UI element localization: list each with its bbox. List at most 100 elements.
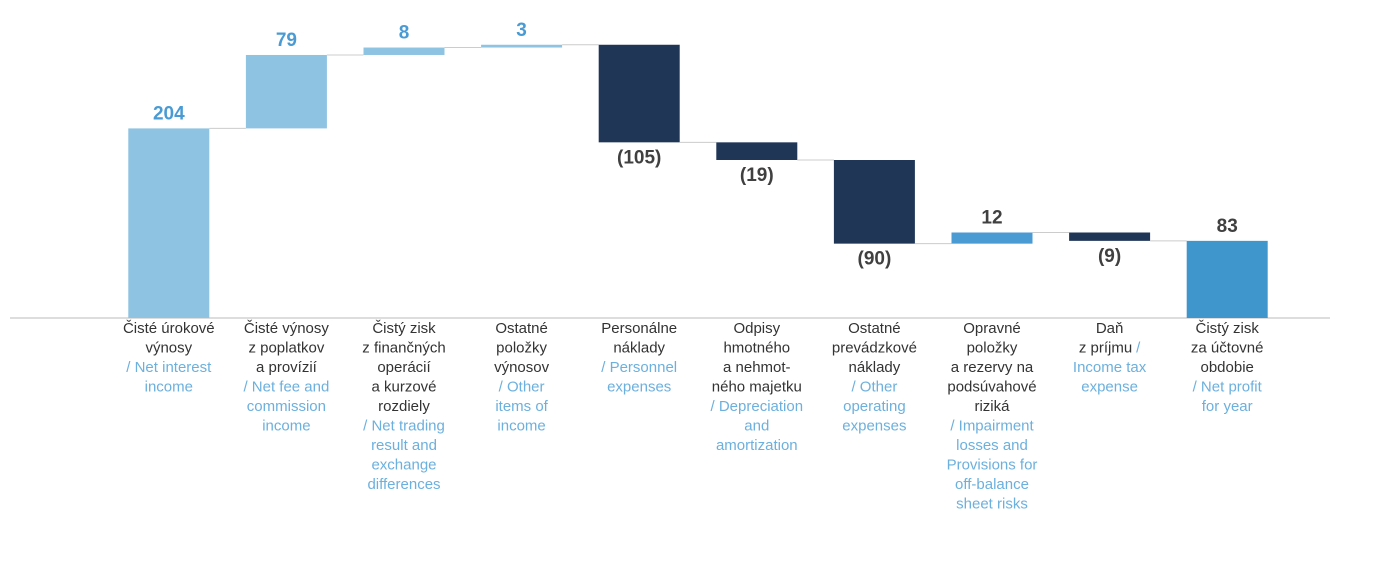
label-en: differences: [367, 476, 440, 493]
category-label: z poplatkov: [248, 340, 324, 357]
label-sk: podsúvahové: [947, 379, 1036, 396]
bar: [245, 54, 327, 129]
category-label: Personálne: [601, 320, 677, 337]
category-label: losses and: [956, 437, 1028, 454]
label-sk: operácií: [377, 359, 431, 376]
bar: [128, 128, 210, 318]
category-label: prevádzkové: [832, 340, 917, 357]
label-en: / Net trading: [363, 418, 445, 435]
label-en: sheet risks: [956, 496, 1028, 513]
value-label: (19): [740, 165, 774, 186]
category-label: rozdiely: [378, 398, 430, 415]
category-label: a rezervy na: [951, 359, 1034, 376]
category-label: / Impairment: [950, 418, 1034, 435]
category-label: / Net fee and: [243, 379, 329, 396]
label-sk: Daň: [1096, 320, 1124, 337]
category-label: a nehmot-: [723, 359, 791, 376]
value-label: 204: [153, 103, 185, 124]
label-sk: výnosov: [494, 359, 550, 376]
category-label: expenses: [607, 379, 671, 396]
category-label: náklady: [613, 340, 665, 357]
label-sk: Opravné: [963, 320, 1021, 337]
label-en: / Net fee and: [243, 379, 329, 396]
label-en: / Net profit: [1193, 379, 1263, 396]
label-en: / Depreciation: [711, 398, 804, 415]
category-label: income: [145, 379, 193, 396]
label-en: expense: [1081, 379, 1138, 396]
label-en: income: [145, 379, 193, 396]
label-sk: prevádzkové: [832, 340, 917, 357]
category-label: hmotného: [723, 340, 790, 357]
category-label: a provízií: [256, 359, 318, 376]
label-sk: náklady: [613, 340, 665, 357]
value-label: (9): [1098, 246, 1121, 267]
label-sk: náklady: [849, 359, 901, 376]
label-sk: Personálne: [601, 320, 677, 337]
category-label: result and: [371, 437, 437, 454]
label-sk: a nehmot-: [723, 359, 791, 376]
value-label: 3: [516, 20, 527, 41]
label-sk: a provízií: [256, 359, 318, 376]
category-label: operating: [843, 398, 906, 415]
category-label: amortization: [716, 437, 798, 454]
category-label: exchange: [371, 457, 436, 474]
category-label: položky: [967, 340, 1018, 357]
category-label: commission: [247, 398, 326, 415]
category-label: Odpisy: [733, 320, 780, 337]
category-label: z príjmu /: [1079, 340, 1141, 357]
label-en: / Other: [851, 379, 897, 396]
category-label: položky: [496, 340, 547, 357]
label-en: expenses: [842, 418, 906, 435]
category-label: and: [744, 418, 769, 435]
label-en: items of: [495, 398, 548, 415]
category-label: Ostatné: [848, 320, 901, 337]
label-en: income: [262, 418, 310, 435]
category-label: Provisions for: [947, 457, 1038, 474]
label-sk: hmotného: [723, 340, 790, 357]
label-sk: z príjmu: [1079, 340, 1132, 357]
category-label: Opravné: [963, 320, 1021, 337]
label-sk: z poplatkov: [248, 340, 324, 357]
category-label: obdobie: [1201, 359, 1254, 376]
label-en: amortization: [716, 437, 798, 454]
label-en: expenses: [607, 379, 671, 396]
category-label: income: [497, 418, 545, 435]
category-label: income: [262, 418, 310, 435]
label-en: income: [497, 418, 545, 435]
category-label: / Other: [499, 379, 545, 396]
label-en: / Impairment: [950, 418, 1034, 435]
category-label: Daň: [1096, 320, 1124, 337]
value-label: 8: [399, 23, 410, 44]
label-sk: ného majetku: [712, 379, 802, 396]
value-label: 83: [1217, 216, 1238, 237]
category-label: Čisté výnosy: [244, 320, 330, 337]
label-en: and: [744, 418, 769, 435]
category-label: Čistý zisk: [1196, 320, 1260, 337]
category-label: Income tax: [1073, 359, 1147, 376]
value-label: (90): [858, 249, 892, 270]
label-sk: riziká: [974, 398, 1010, 415]
category-label: operácií: [377, 359, 431, 376]
label-en: Provisions for: [947, 457, 1038, 474]
label-sk: Ostatné: [848, 320, 901, 337]
label-sk: Ostatné: [495, 320, 548, 337]
label-sk: Čisté výnosy: [244, 320, 330, 337]
label-sk: položky: [967, 340, 1018, 357]
label-sk: položky: [496, 340, 547, 357]
bar: [363, 47, 445, 55]
category-label: náklady: [849, 359, 901, 376]
bar: [1069, 232, 1151, 241]
label-en: result and: [371, 437, 437, 454]
label-en: off-balance: [955, 476, 1029, 493]
label-en: /: [1136, 340, 1141, 357]
label-sk: Čistý zisk: [372, 320, 436, 337]
label-en: / Net interest: [126, 359, 212, 376]
category-label: / Net profit: [1193, 379, 1263, 396]
category-label: za účtovné: [1191, 340, 1264, 357]
category-label: / Net interest: [126, 359, 212, 376]
value-label: 12: [981, 207, 1002, 228]
category-label: Ostatné: [495, 320, 548, 337]
label-sk: a kurzové: [371, 379, 436, 396]
value-label: (105): [617, 147, 661, 168]
label-sk: Čisté úrokové: [123, 320, 215, 337]
